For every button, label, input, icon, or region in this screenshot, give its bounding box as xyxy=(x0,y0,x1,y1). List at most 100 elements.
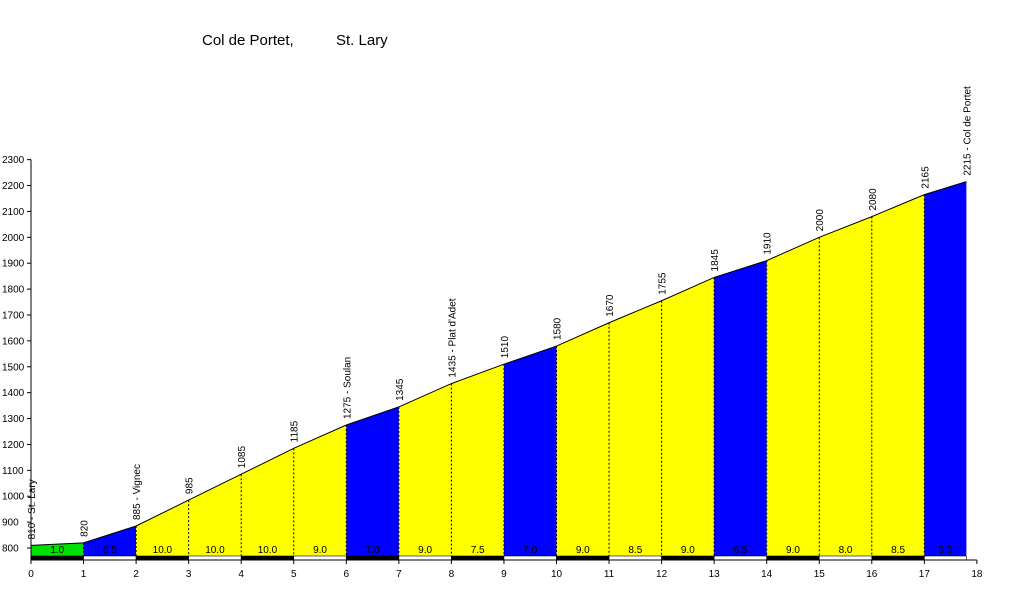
x-tick-label: 11 xyxy=(604,569,615,580)
segment-fill xyxy=(661,277,715,556)
segment-fill xyxy=(83,525,137,556)
x-tick-label: 3 xyxy=(186,569,192,580)
segment-fill xyxy=(31,542,84,556)
baseline-block xyxy=(818,555,873,561)
baseline-block xyxy=(135,555,189,561)
baseline-block xyxy=(240,555,295,561)
y-tick-label: 2300 xyxy=(2,155,25,166)
y-tick-label: 2100 xyxy=(2,207,25,218)
elevation-label: 820 xyxy=(80,520,91,537)
x-tick-label: 17 xyxy=(919,569,931,580)
baseline-block xyxy=(345,555,400,561)
baseline-block xyxy=(83,555,137,561)
x-tick-label: 12 xyxy=(656,569,668,580)
gradient-label: 1.0 xyxy=(50,545,64,556)
x-tick-label: 4 xyxy=(238,569,244,580)
x-tick-label: 18 xyxy=(971,569,983,580)
x-tick-label: 7 xyxy=(396,569,402,580)
gradient-label: 7.0 xyxy=(523,545,537,556)
gradient-label: 9.0 xyxy=(576,545,590,556)
x-tick-label: 0 xyxy=(28,569,34,580)
gradient-label: 8.0 xyxy=(839,545,853,556)
baseline-block xyxy=(398,555,452,561)
y-tick-label: 1100 xyxy=(2,466,24,477)
segment-fill xyxy=(766,237,820,556)
segment-fill xyxy=(871,194,925,556)
y-tick-label: 1300 xyxy=(2,414,25,425)
gradient-label: 6.5 xyxy=(103,545,117,556)
segment-fill xyxy=(293,425,347,556)
baseline-block xyxy=(188,555,242,561)
elevation-label: 2080 xyxy=(868,188,879,211)
elevation-label: 985 xyxy=(185,477,196,494)
segment-fill xyxy=(398,383,452,556)
x-tick-label: 1 xyxy=(81,569,87,580)
x-tick-label: 10 xyxy=(551,569,563,580)
x-tick-label: 13 xyxy=(709,569,721,580)
elevation-label: 1845 xyxy=(710,249,721,272)
segment-fill xyxy=(924,181,967,556)
chart-title: Col de Portet, St. Lary xyxy=(0,32,1014,52)
elevation-label: 885 - Vignec xyxy=(132,464,143,520)
elevation-label: 1185 xyxy=(290,420,301,442)
x-tick-label: 9 xyxy=(501,569,507,580)
baseline-block xyxy=(503,555,557,561)
x-tick-label: 14 xyxy=(761,569,773,580)
baseline-block xyxy=(556,555,610,561)
title-town-name: St. Lary xyxy=(336,32,388,49)
x-tick-label: 8 xyxy=(449,569,455,580)
x-tick-label: 15 xyxy=(814,569,826,580)
segment-fill xyxy=(241,448,294,556)
segment-fill xyxy=(503,346,557,556)
segment-fill xyxy=(609,300,662,556)
profile-line xyxy=(30,181,967,546)
segment-fill xyxy=(451,364,504,556)
gradient-label: 10.0 xyxy=(153,545,173,556)
baseline-block xyxy=(451,555,505,561)
baseline-block xyxy=(661,555,715,561)
segment-fill xyxy=(346,406,399,556)
elevation-label: 1275 - Soulan xyxy=(342,357,353,419)
gradient-label: 9.0 xyxy=(418,545,432,556)
elevation-label: 1510 xyxy=(500,335,511,358)
y-tick-label: 1800 xyxy=(2,285,25,296)
title-climb-name: Col de Portet, xyxy=(202,32,294,49)
baseline-block xyxy=(30,555,84,561)
segment-fill xyxy=(136,500,189,556)
baseline-block xyxy=(608,555,662,561)
gradient-labels: 1.0 6.5 10.0 10.0 10.0 9.0 7.0 9.0 7.5 7.0 9.0 8.5 9… xyxy=(50,545,952,556)
x-tick-label: 6 xyxy=(344,569,350,580)
x-tick-label: 16 xyxy=(866,569,878,580)
elevation-label: 2215 - Col de Portet xyxy=(962,86,973,176)
elevation-label: 1755 xyxy=(658,272,669,295)
gradient-label: 8.5 xyxy=(891,545,905,556)
elevation-label: 2165 xyxy=(920,166,931,189)
y-tick-label: 2000 xyxy=(2,233,25,244)
elevation-label: 1085 xyxy=(237,446,248,469)
profile-outline xyxy=(30,181,967,546)
elevation-label: 810 - St. Lary xyxy=(27,479,38,539)
segment-fill xyxy=(819,216,872,556)
segment-fills xyxy=(31,181,967,556)
y-tick-label: 1200 xyxy=(2,440,25,451)
y-tick-label: 1600 xyxy=(2,336,25,347)
gradient-label: 9.0 xyxy=(313,545,327,556)
gradient-label: 6.3 xyxy=(938,545,952,556)
y-tick-label: 900 xyxy=(2,518,19,529)
y-tick-label: 800 xyxy=(2,544,19,555)
gradient-label: 9.0 xyxy=(681,545,695,556)
baseline-block xyxy=(713,555,768,561)
y-tick-label: 1500 xyxy=(2,362,25,373)
elevation-label: 1580 xyxy=(553,317,564,340)
gradient-label: 6.5 xyxy=(733,545,747,556)
baseline-block xyxy=(766,555,820,561)
y-tick-label: 1400 xyxy=(2,388,25,399)
x-axis: 0 1 2 3 4 5 6 7 8 9 10 11 12 13 14 15 16 17 18 xyxy=(28,559,983,580)
y-tick-label: 1700 xyxy=(2,310,25,321)
segment-fill xyxy=(188,474,242,556)
elevation-label: 1670 xyxy=(605,294,616,317)
segment-fill xyxy=(714,260,767,556)
baseline-block xyxy=(871,555,925,561)
gradient-label: 7.0 xyxy=(366,545,380,556)
gradient-label: 10.0 xyxy=(205,545,225,556)
